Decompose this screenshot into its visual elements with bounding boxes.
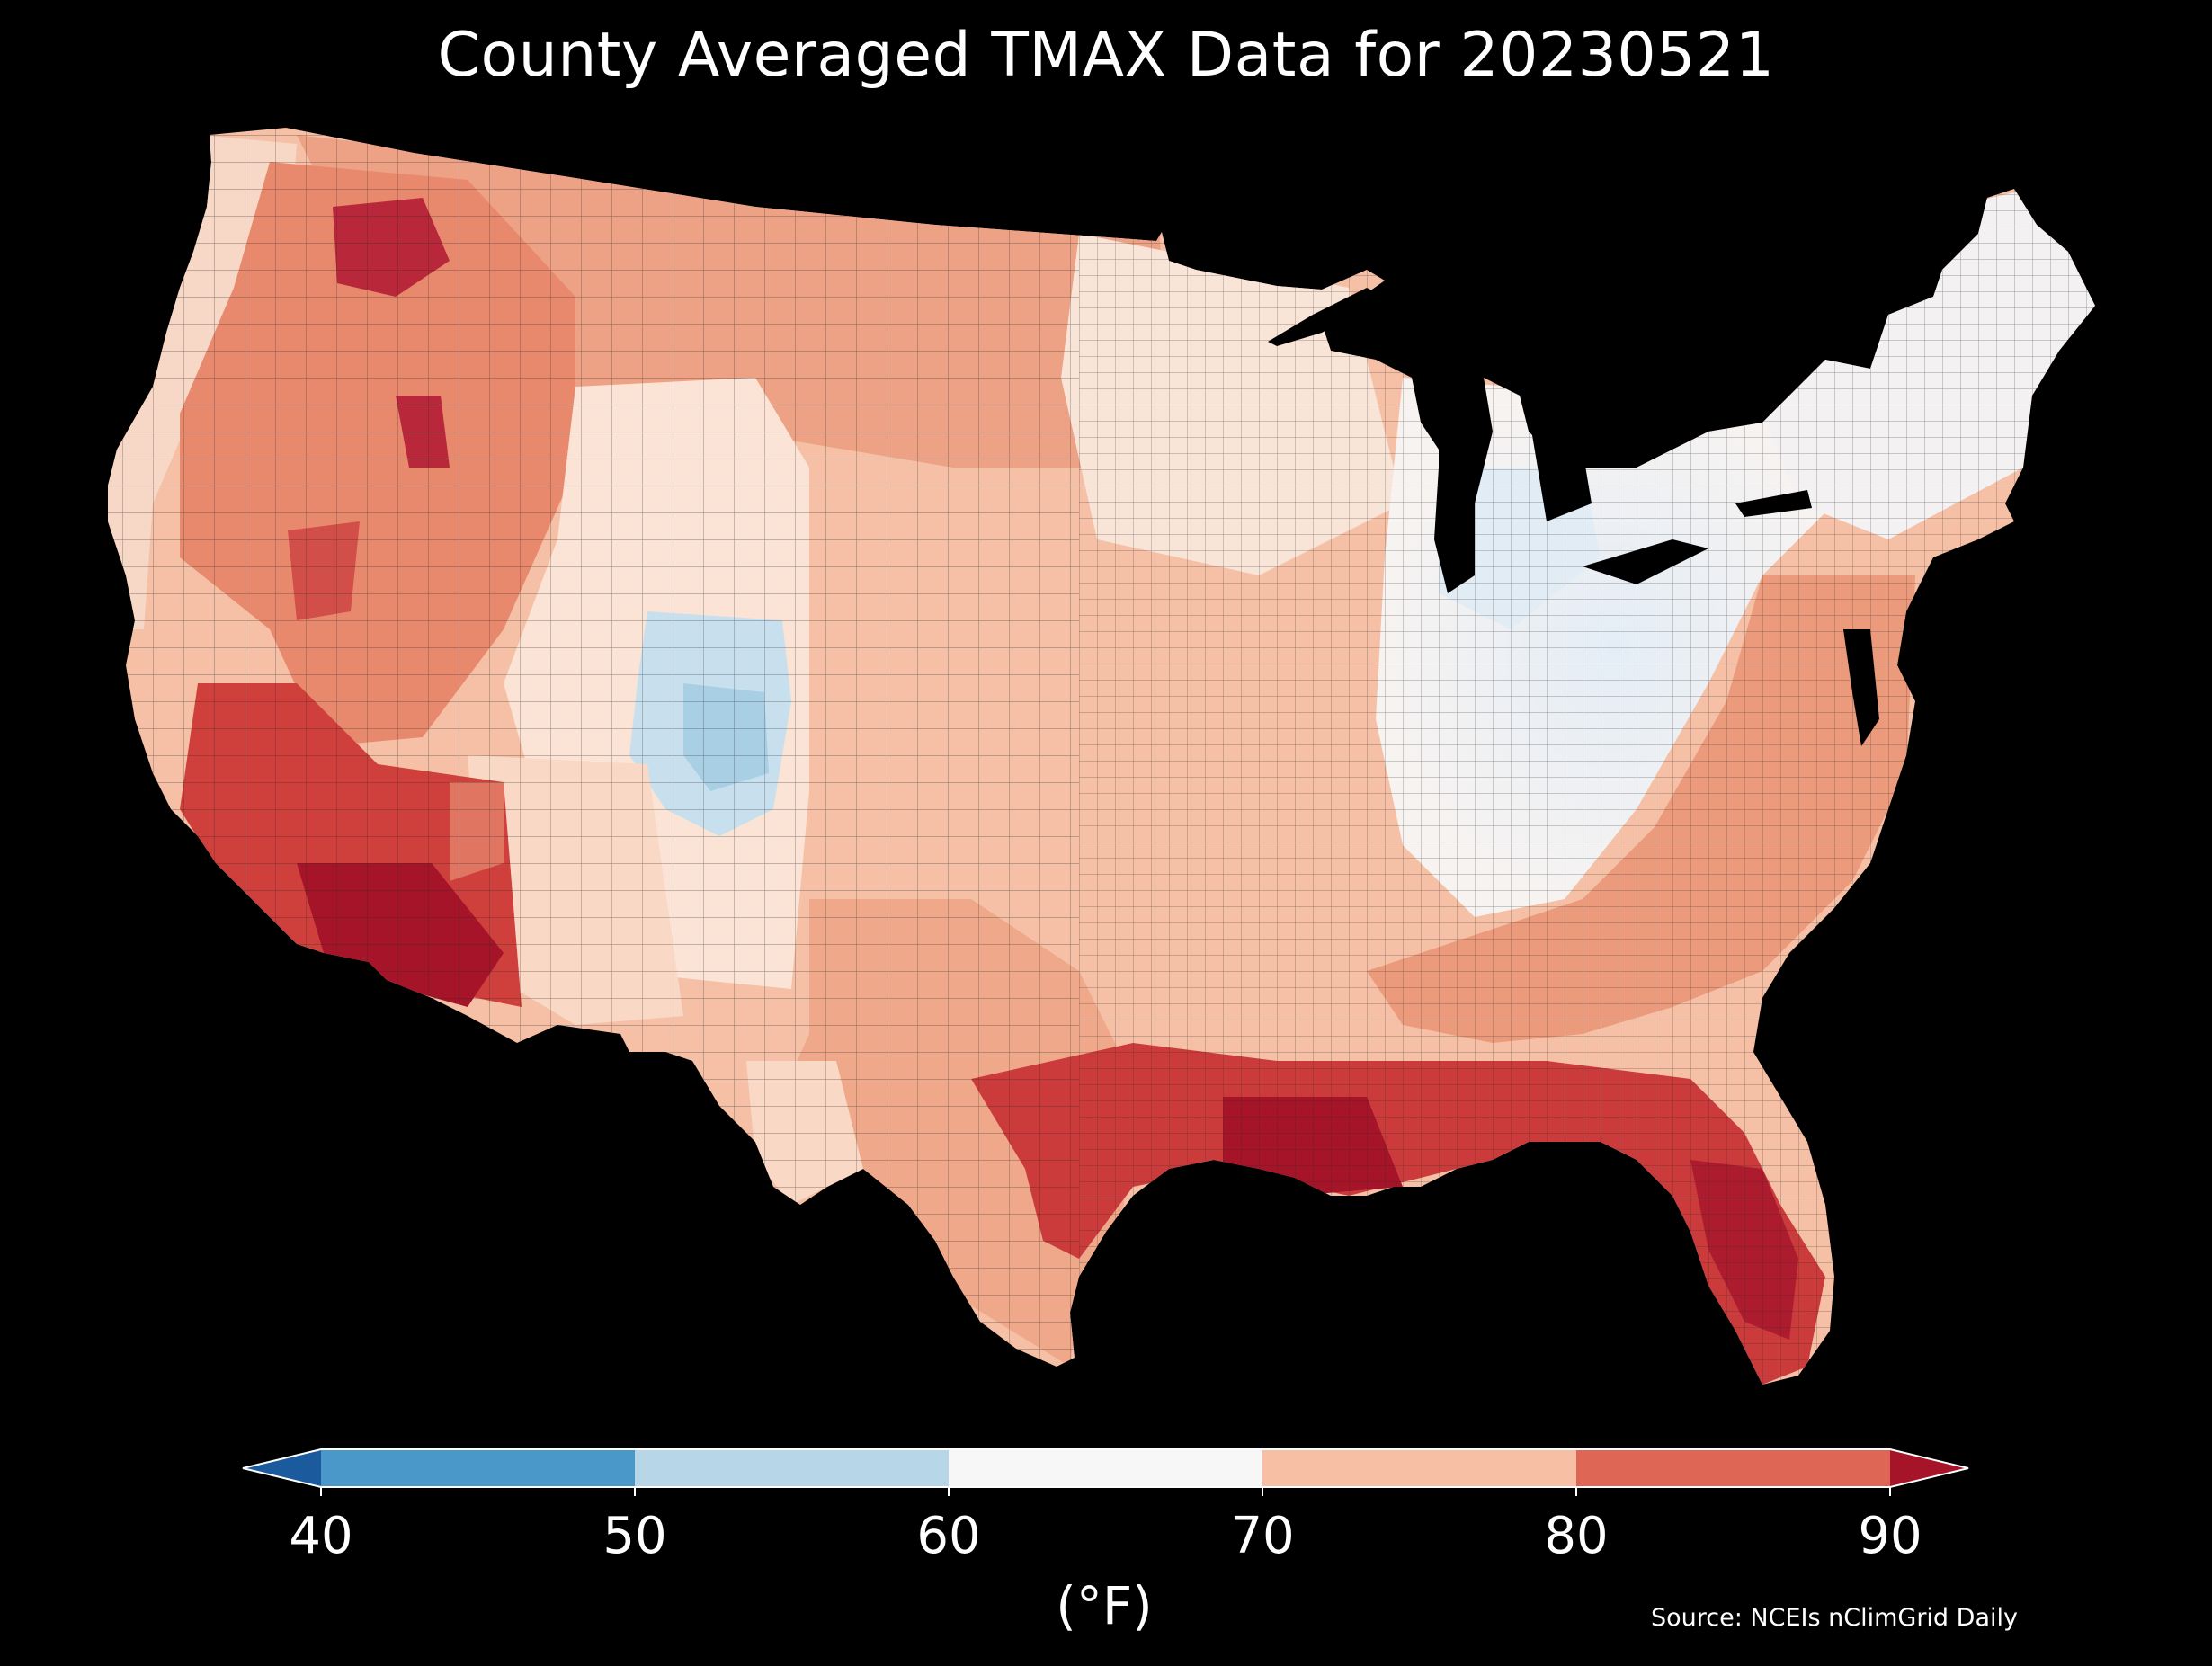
tick-label: 60	[916, 1507, 981, 1565]
map-title: County Averaged TMAX Data for 20230521	[437, 20, 1775, 91]
lake-erie	[1583, 539, 1708, 584]
unit-label: (°F)	[0, 1575, 2212, 1636]
source-note: Source: NCEIs nClimGrid Daily	[1651, 1604, 2018, 1632]
tick-label: 40	[289, 1507, 353, 1565]
lake-huron	[1529, 414, 1592, 521]
colorbar-bin	[321, 1449, 635, 1487]
lake-michigan	[1434, 378, 1493, 593]
colorbar-bin	[635, 1449, 949, 1487]
tick-label: 80	[1544, 1507, 1609, 1565]
colorbar-bin	[1262, 1449, 1576, 1487]
chesapeake-bay	[1843, 629, 1879, 746]
unit-label-text: (°F)	[1056, 1575, 1153, 1636]
colorbar-bin	[949, 1449, 1262, 1487]
tick-label: 90	[1858, 1507, 1922, 1565]
colorbar-bin	[1576, 1449, 1890, 1487]
colorbar-bin	[1890, 1449, 1968, 1487]
tick-label: 70	[1230, 1507, 1295, 1565]
lake-superior	[1268, 288, 1385, 346]
lake-ontario	[1735, 490, 1812, 517]
tick-label: 50	[602, 1507, 667, 1565]
colorbar-bin	[243, 1449, 321, 1487]
